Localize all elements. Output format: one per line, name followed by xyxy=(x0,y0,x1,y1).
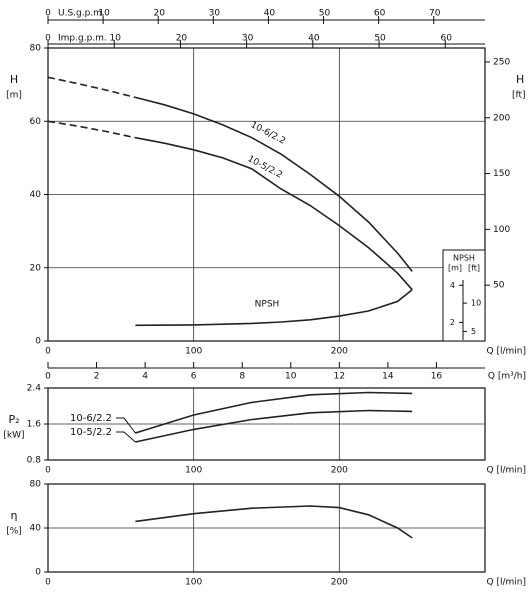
axis-tick-label: 40 xyxy=(264,9,276,19)
curve-label: NPSH xyxy=(255,300,280,310)
axis-tick-label: 4 xyxy=(142,372,148,382)
curve-label: 10-5/2.2 xyxy=(246,154,284,181)
curve xyxy=(47,120,136,139)
axis-tick-label: 70 xyxy=(429,9,441,19)
y-axis-label: P₂ xyxy=(8,413,19,426)
x-tick-label: 100 xyxy=(185,578,202,588)
axis-tick-label: 30 xyxy=(209,9,221,19)
curve xyxy=(135,409,413,443)
y-tick-label: 0 xyxy=(35,568,41,578)
curve xyxy=(135,391,413,434)
axis-tick-label: 10 xyxy=(285,372,297,382)
axis-tick-label: 16 xyxy=(431,372,443,382)
axis-label: Q [m³/h] xyxy=(488,372,526,382)
curve xyxy=(47,76,136,99)
x-tick-label: 200 xyxy=(331,466,348,476)
leader-line xyxy=(116,431,136,443)
y-tick-label: 1.6 xyxy=(27,420,42,430)
y-tick-label: 40 xyxy=(30,524,42,534)
x-tick-label: 0 xyxy=(45,347,51,357)
axis-tick-label: 0 xyxy=(45,372,51,382)
plot-frame xyxy=(47,47,486,342)
y2-tick-label: 200 xyxy=(493,113,510,123)
npsh-tick-label: 4 xyxy=(450,281,455,290)
axis-tick-label: 0 xyxy=(45,34,51,44)
npsh-title: NPSH xyxy=(453,254,475,263)
y2-axis-label: H xyxy=(516,73,524,86)
axis-tick-label: 50 xyxy=(319,9,331,19)
curve-label: 10-6/2.2 xyxy=(249,120,287,147)
x-axis-label: Q [l/min] xyxy=(487,347,526,357)
curve xyxy=(135,136,413,291)
axis-tick-label: 40 xyxy=(308,34,320,44)
npsh-box xyxy=(442,249,486,342)
axis-label: U.S.g.p.m. xyxy=(58,9,105,19)
y-tick-label: 80 xyxy=(30,44,42,54)
y-tick-label: 60 xyxy=(30,117,42,127)
y2-tick-label: 50 xyxy=(493,281,505,291)
leader-line xyxy=(116,417,136,434)
npsh-unit: [ft] xyxy=(468,264,480,273)
plot-frame xyxy=(47,387,486,461)
y-axis-label: H xyxy=(10,73,18,86)
npsh-tick-label: 10 xyxy=(471,299,481,308)
axis-tick-label: 0 xyxy=(45,9,51,19)
x-axis-label: Q [l/min] xyxy=(487,578,526,588)
curve-label: 10-5/2.2 xyxy=(70,427,112,438)
y-tick-label: 0.8 xyxy=(27,456,42,466)
y-axis-label: η xyxy=(11,509,18,522)
axis-tick-label: 60 xyxy=(374,9,386,19)
axis-tick-label: 8 xyxy=(239,372,245,382)
y-axis-unit: [kW] xyxy=(3,431,24,441)
axis-tick-label: 10 xyxy=(98,9,110,19)
axis-tick-label: 10 xyxy=(109,34,121,44)
axis-tick-label: 20 xyxy=(176,34,188,44)
axis-label: Imp.g.p.m. xyxy=(58,34,107,44)
npsh-tick-label: 2 xyxy=(450,318,455,327)
curve xyxy=(135,289,413,327)
axis-tick-label: 14 xyxy=(382,372,394,382)
curve-label: 10-6/2.2 xyxy=(70,413,112,424)
x-tick-label: 100 xyxy=(185,466,202,476)
npsh-tick-label: 5 xyxy=(471,327,476,336)
x-tick-label: 200 xyxy=(331,347,348,357)
axis-tick-label: 30 xyxy=(242,34,254,44)
y2-tick-label: 100 xyxy=(493,225,510,235)
x-axis-label: Q [l/min] xyxy=(487,466,526,476)
x-tick-label: 0 xyxy=(45,466,51,476)
y2-tick-label: 250 xyxy=(493,57,510,67)
y-tick-label: 0 xyxy=(35,337,41,347)
y-axis-unit: [m] xyxy=(6,91,22,101)
x-tick-label: 0 xyxy=(45,578,51,588)
plot-frame xyxy=(47,483,486,573)
y-tick-label: 80 xyxy=(30,480,42,490)
axis-tick-label: 12 xyxy=(334,372,345,382)
axis-tick-label: 2 xyxy=(94,372,100,382)
x-tick-label: 100 xyxy=(185,347,202,357)
y-tick-label: 2.4 xyxy=(27,384,42,394)
x-tick-label: 200 xyxy=(331,578,348,588)
curve xyxy=(135,505,413,539)
y-tick-label: 20 xyxy=(30,263,42,273)
axis-tick-label: 60 xyxy=(441,34,453,44)
npsh-unit: [m] xyxy=(448,264,462,273)
axis-tick-label: 6 xyxy=(191,372,197,382)
axis-tick-label: 20 xyxy=(153,9,165,19)
y-axis-unit: [%] xyxy=(6,527,22,537)
axis-tick-label: 50 xyxy=(374,34,386,44)
curve xyxy=(135,96,413,272)
y2-axis-unit: [ft] xyxy=(512,91,526,101)
y2-tick-label: 150 xyxy=(493,169,510,179)
y-tick-label: 40 xyxy=(30,190,42,200)
